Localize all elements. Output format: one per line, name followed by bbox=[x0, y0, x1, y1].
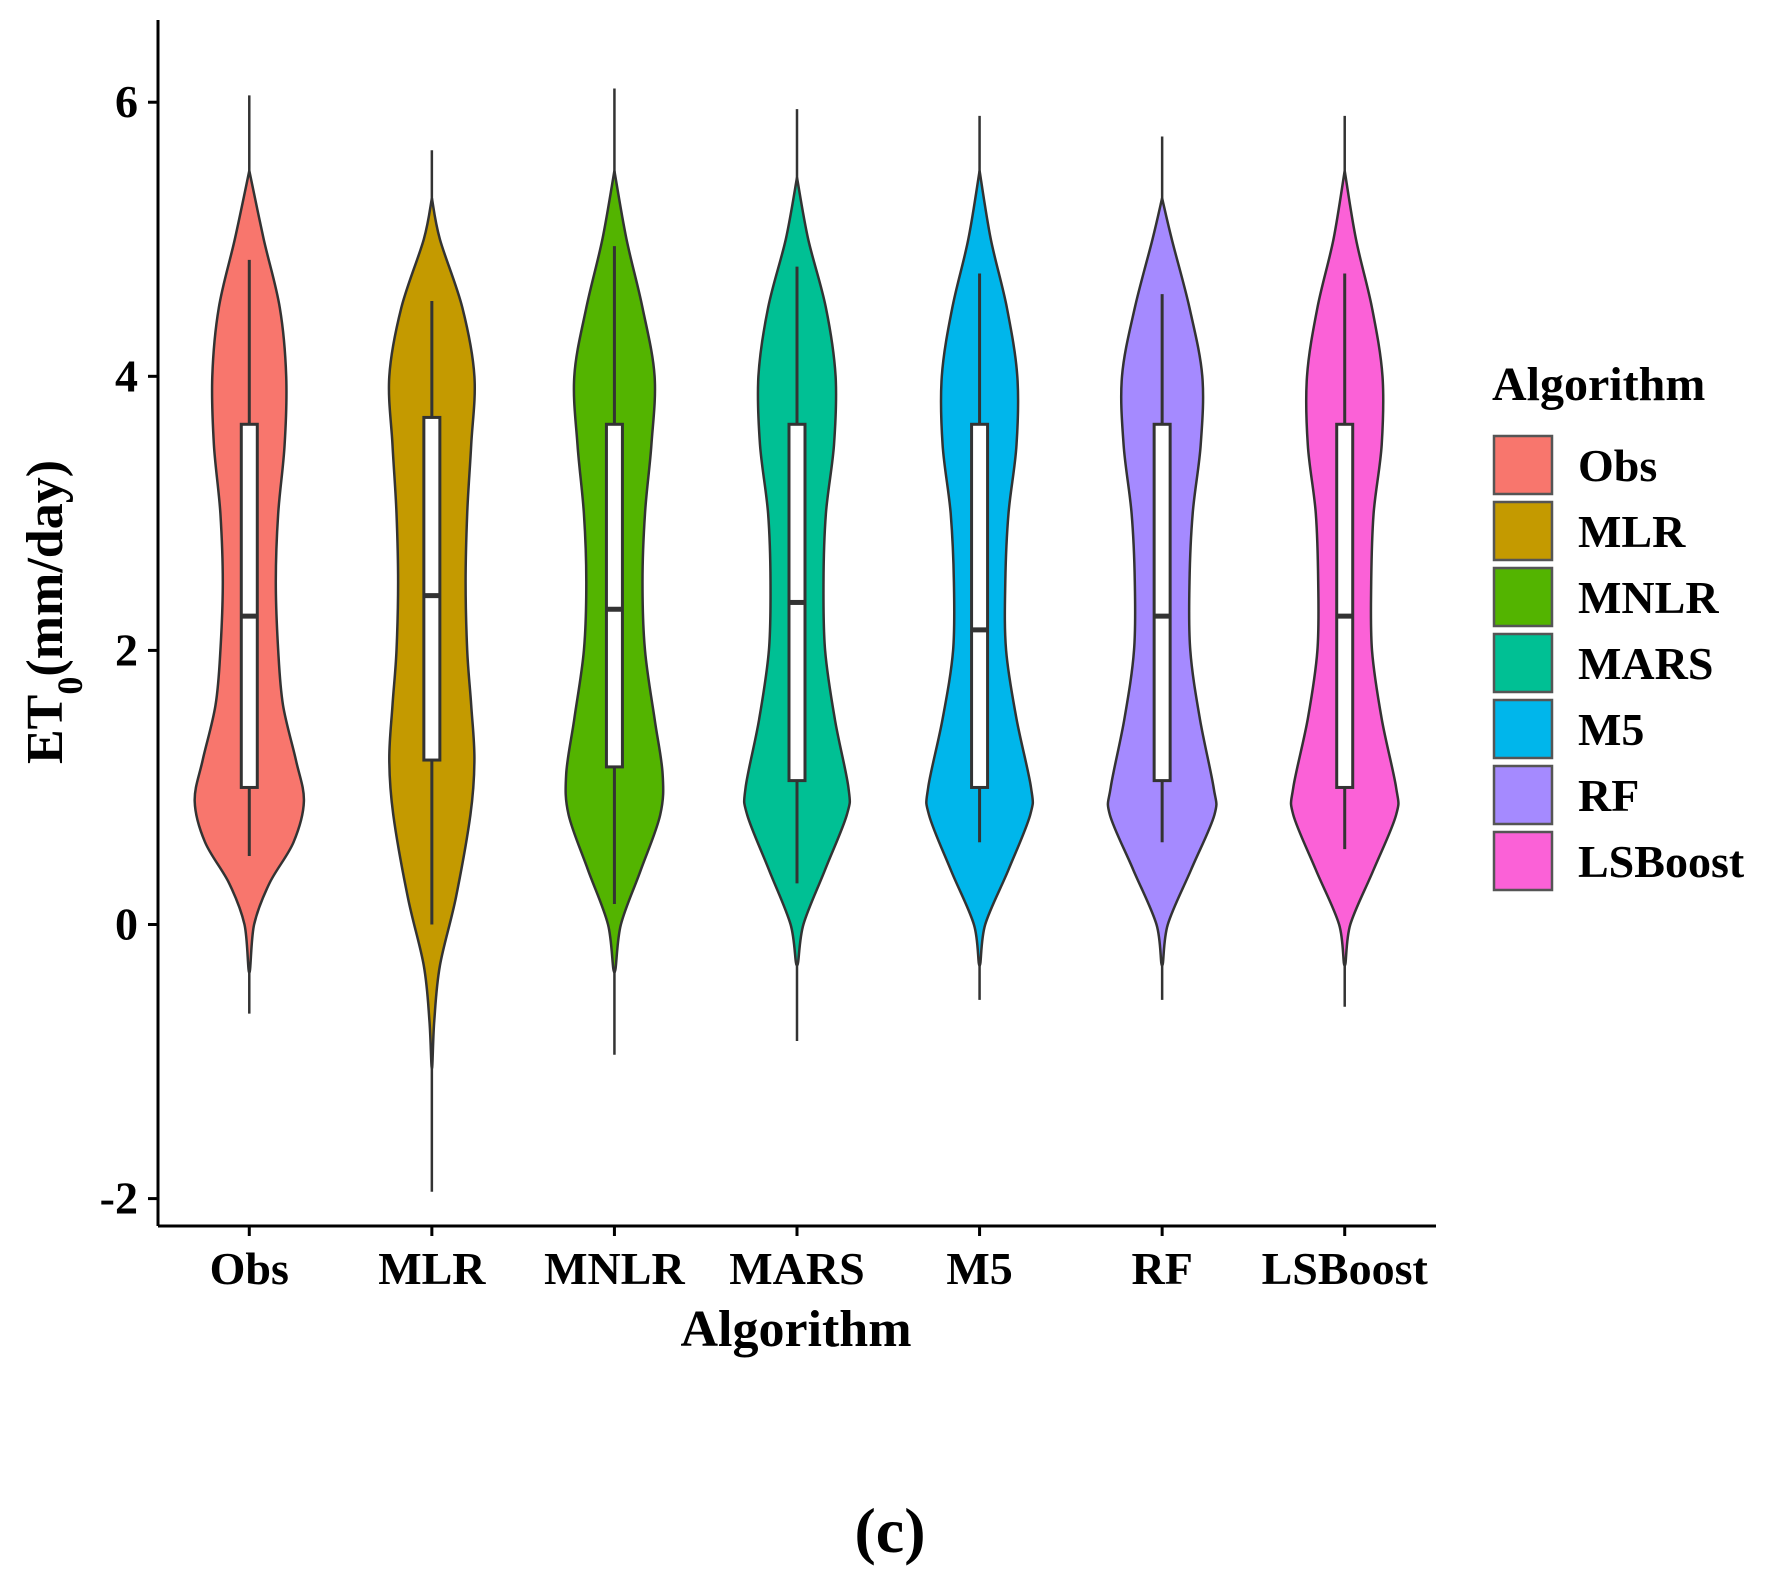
violin-mnlr bbox=[564, 88, 665, 1055]
legend-item-mars: MARS bbox=[1492, 632, 1713, 694]
y-axis-title-main: ET bbox=[17, 695, 74, 764]
legend-title: Algorithm bbox=[1492, 358, 1705, 411]
violins-layer bbox=[193, 88, 1400, 1192]
violin-mlr bbox=[387, 150, 476, 1192]
legend-items: Obs MLR MNLR MARS M5 RF LSBoost bbox=[1492, 434, 1745, 892]
y-tick-label: 4 bbox=[115, 350, 138, 401]
y-tick-label: 0 bbox=[115, 899, 138, 950]
violin-obs bbox=[193, 95, 306, 1014]
legend-swatch bbox=[1492, 764, 1554, 826]
legend-label: M5 bbox=[1578, 704, 1644, 755]
legend-label: MARS bbox=[1578, 638, 1713, 689]
box-iqr bbox=[1152, 422, 1172, 783]
box-iqr bbox=[970, 422, 990, 789]
legend-swatch bbox=[1492, 500, 1554, 562]
box-iqr bbox=[422, 415, 442, 762]
legend-swatch bbox=[1492, 830, 1554, 892]
y-axis-title-units: (mm/day) bbox=[17, 460, 74, 677]
legend-item-lsboost: LSBoost bbox=[1492, 830, 1745, 892]
legend-item-rf: RF bbox=[1492, 764, 1639, 826]
legend-swatch bbox=[1492, 698, 1554, 760]
legend-label: MLR bbox=[1578, 506, 1686, 557]
x-tick-label: MLR bbox=[378, 1243, 486, 1294]
y-axis-ticks: -2 0 2 4 6 bbox=[100, 76, 158, 1224]
legend-label: Obs bbox=[1578, 440, 1657, 491]
x-tick-label: MARS bbox=[729, 1243, 864, 1294]
legend-item-mnlr: MNLR bbox=[1492, 566, 1719, 628]
x-tick-label: LSBoost bbox=[1262, 1243, 1429, 1294]
x-axis-title: Algorithm bbox=[680, 1301, 911, 1358]
legend-label: RF bbox=[1578, 770, 1639, 821]
box-iqr bbox=[239, 422, 259, 789]
box-iqr bbox=[604, 422, 624, 769]
violin-m5 bbox=[925, 115, 1035, 1000]
legend: Algorithm Obs MLR MNLR MARS M5 RF LSBoost bbox=[1492, 358, 1745, 892]
y-axis-title: ET0(mm/day) bbox=[17, 460, 90, 764]
y-tick-label: 2 bbox=[115, 624, 138, 675]
legend-swatch bbox=[1492, 632, 1554, 694]
legend-label: MNLR bbox=[1578, 572, 1719, 623]
legend-item-obs: Obs bbox=[1492, 434, 1657, 496]
violin-rf bbox=[1106, 136, 1218, 1000]
y-axis-title-subscript: 0 bbox=[50, 677, 90, 695]
x-tick-label: RF bbox=[1131, 1243, 1192, 1294]
box-iqr bbox=[1335, 422, 1355, 789]
legend-item-m5: M5 bbox=[1492, 698, 1644, 760]
x-tick-label: MNLR bbox=[544, 1243, 685, 1294]
legend-swatch bbox=[1492, 566, 1554, 628]
violin-mars bbox=[742, 109, 852, 1041]
legend-label: LSBoost bbox=[1578, 836, 1745, 887]
y-tick-label: -2 bbox=[100, 1173, 138, 1224]
x-tick-label: Obs bbox=[210, 1243, 289, 1294]
legend-swatch bbox=[1492, 434, 1554, 496]
x-axis-ticks: Obs MLR MNLR MARS M5 RF LSBoost bbox=[210, 1226, 1429, 1294]
y-tick-label: 6 bbox=[115, 76, 138, 127]
violin-lsboost bbox=[1289, 115, 1400, 1007]
legend-item-mlr: MLR bbox=[1492, 500, 1686, 562]
panel-label: (c) bbox=[854, 1495, 925, 1566]
x-tick-label: M5 bbox=[946, 1243, 1012, 1294]
